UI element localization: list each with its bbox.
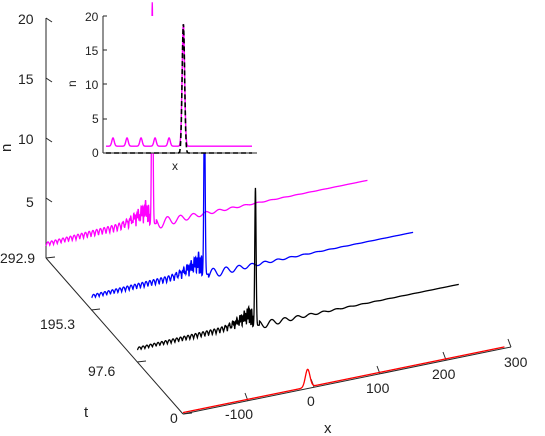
z-tick-mark — [45, 17, 53, 23]
z-tick-label: 5 — [26, 194, 34, 210]
x-axis-line — [182, 346, 512, 415]
x-tick-label: 300 — [504, 354, 528, 370]
inset-y-tick-label: 0 — [92, 146, 99, 160]
x-tick-label: 0 — [307, 393, 315, 409]
inset-y-tick-label: 10 — [85, 78, 99, 92]
t-tick-label: 195.3 — [40, 316, 75, 332]
x-tick-label: 200 — [432, 366, 456, 382]
t-ticks: 292.9 195.3 97.6 0 — [0, 250, 193, 426]
inset-series-solid — [106, 24, 252, 147]
x-axis-label: x — [324, 420, 332, 436]
z-tick-label: 20 — [18, 11, 34, 27]
inset-y-tick-label: 5 — [92, 112, 99, 126]
inset-y-tick-label: 20 — [85, 10, 99, 24]
z-tick-label: 15 — [18, 71, 34, 87]
series-line-t-195.3 — [91, 100, 414, 299]
z-tick-mark — [45, 137, 53, 143]
inset-series-dashed — [106, 24, 252, 154]
z-axis-label: n — [0, 144, 15, 152]
inset-y-tick-label: 15 — [85, 44, 99, 58]
series-line-t-0 — [182, 346, 505, 414]
x-tick-label: -100 — [225, 406, 253, 422]
inset-y-label: n — [65, 80, 79, 87]
t-tick-label: 97.6 — [88, 363, 115, 379]
t-tick-mark — [90, 308, 101, 311]
z-ticks: 20 15 10 5 — [18, 11, 53, 210]
t-tick-label: 0 — [170, 410, 178, 426]
t-axis-line — [45, 257, 184, 415]
z-tick-label: 10 — [18, 131, 34, 147]
x-tick-label: 100 — [366, 380, 390, 396]
t-tick-label: 292.9 — [0, 250, 35, 266]
z-tick-mark — [45, 77, 53, 83]
t-tick-mark — [182, 412, 193, 415]
inset-background — [103, 16, 257, 153]
inset-x-label: x — [172, 159, 178, 173]
t-axis-label: t — [84, 404, 89, 421]
x-ticks: -100 0 100 200 300 — [225, 338, 528, 422]
t-tick-mark — [136, 360, 147, 363]
series-line-t-292.9 — [45, 2, 368, 247]
series-line-t-97.6 — [136, 187, 459, 351]
x-tick-mark — [507, 338, 512, 348]
series-layer — [45, 2, 505, 414]
t-tick-mark — [45, 256, 56, 259]
inset-axes: 20 15 10 5 0 n x — [65, 10, 257, 173]
inset-series-layer — [106, 24, 252, 154]
z-tick-mark — [45, 197, 53, 203]
